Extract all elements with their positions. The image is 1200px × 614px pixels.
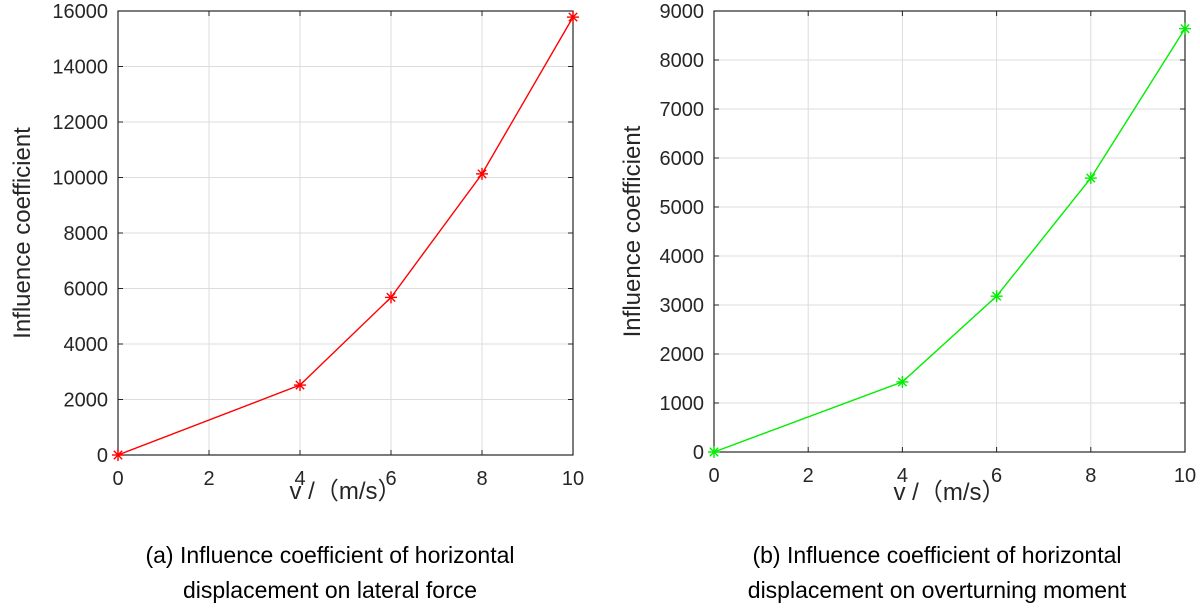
axes-box [117,10,574,456]
data-point-marker [896,375,909,388]
y-tick-label: 2000 [660,344,705,366]
chart-a-lateral-force: 0 2 4 6 8 10 0 2000 4000 6000 8000 10000 12000 14000 1… [9,1,584,603]
series-line [117,16,574,456]
marker-stroke [1086,173,1096,183]
x-tick-label: 4 [294,468,305,490]
data-point-marker [385,291,397,304]
caption-line-1: (a) Influence coefficient of horizontal [145,542,514,568]
x-tick-label: 8 [1085,465,1096,487]
chart-b-overturning-moment: 0 2 4 6 8 10 0 1000 2000 3000 4000 5000 6000 7000 8000… [619,1,1196,603]
y-tick-label: 12000 [52,112,108,134]
y-tick-label: 5000 [660,197,705,219]
y-axis-label: Influence coefficient [619,125,646,337]
x-tick-label: 0 [708,465,719,487]
y-tick-label: 7000 [660,99,705,121]
y-tick-label: 4000 [64,334,109,356]
marker-stroke [897,377,908,387]
data-point-marker [708,446,720,458]
x-tick-label: 10 [562,468,584,490]
data-point-marker [112,449,124,461]
series-line [713,28,1186,453]
y-tick-label: 1000 [660,393,705,415]
data-point-marker [1084,172,1097,185]
y-tick-label: 0 [693,442,704,464]
x-tick-label: 6 [385,468,396,490]
marker-stroke [295,380,305,390]
y-tick-label: 16000 [52,1,108,23]
x-tick-label: 8 [476,468,487,490]
x-tick-label: 0 [112,468,123,490]
y-tick-label: 6000 [660,148,705,170]
caption-line-2: displacement on lateral force [183,577,477,603]
y-tick-label: 2000 [64,390,109,412]
marker-stroke [568,12,578,22]
x-axis-label: v /（m/s） [290,478,402,505]
x-tick-label: 2 [203,468,214,490]
marker-stroke [991,291,1002,301]
x-tick-label: 4 [897,465,908,487]
y-tick-label: 4000 [660,246,705,268]
x-tick-label: 10 [1174,465,1196,487]
marker-stroke [709,447,719,457]
x-tick-label: 2 [803,465,814,487]
x-axis-label: v /（m/s） [894,479,1006,506]
y-tick-label: 9000 [660,1,705,23]
y-tick-label: 6000 [64,279,109,301]
y-tick-label: 8000 [660,50,705,72]
axes-box [713,10,1186,453]
caption-line-2: displacement on overturning moment [748,577,1127,603]
marker-stroke [386,292,396,303]
y-axis-label: Influence coefficient [9,127,36,339]
y-tick-label: 8000 [64,223,109,245]
data-point-marker [476,167,488,180]
marker-stroke [113,450,123,460]
data-point-marker [294,379,306,392]
data-point-marker [990,290,1003,303]
y-tick-label: 0 [97,445,108,467]
x-tick-label: 6 [991,465,1002,487]
caption-line-1: (b) Influence coefficient of horizontal [752,542,1121,568]
y-tick-label: 10000 [52,168,108,190]
data-point-marker [567,11,579,24]
marker-stroke [1180,23,1190,34]
marker-stroke [477,169,487,179]
y-tick-label: 3000 [660,295,705,317]
data-point-marker [1179,22,1191,35]
y-tick-label: 14000 [52,57,108,79]
